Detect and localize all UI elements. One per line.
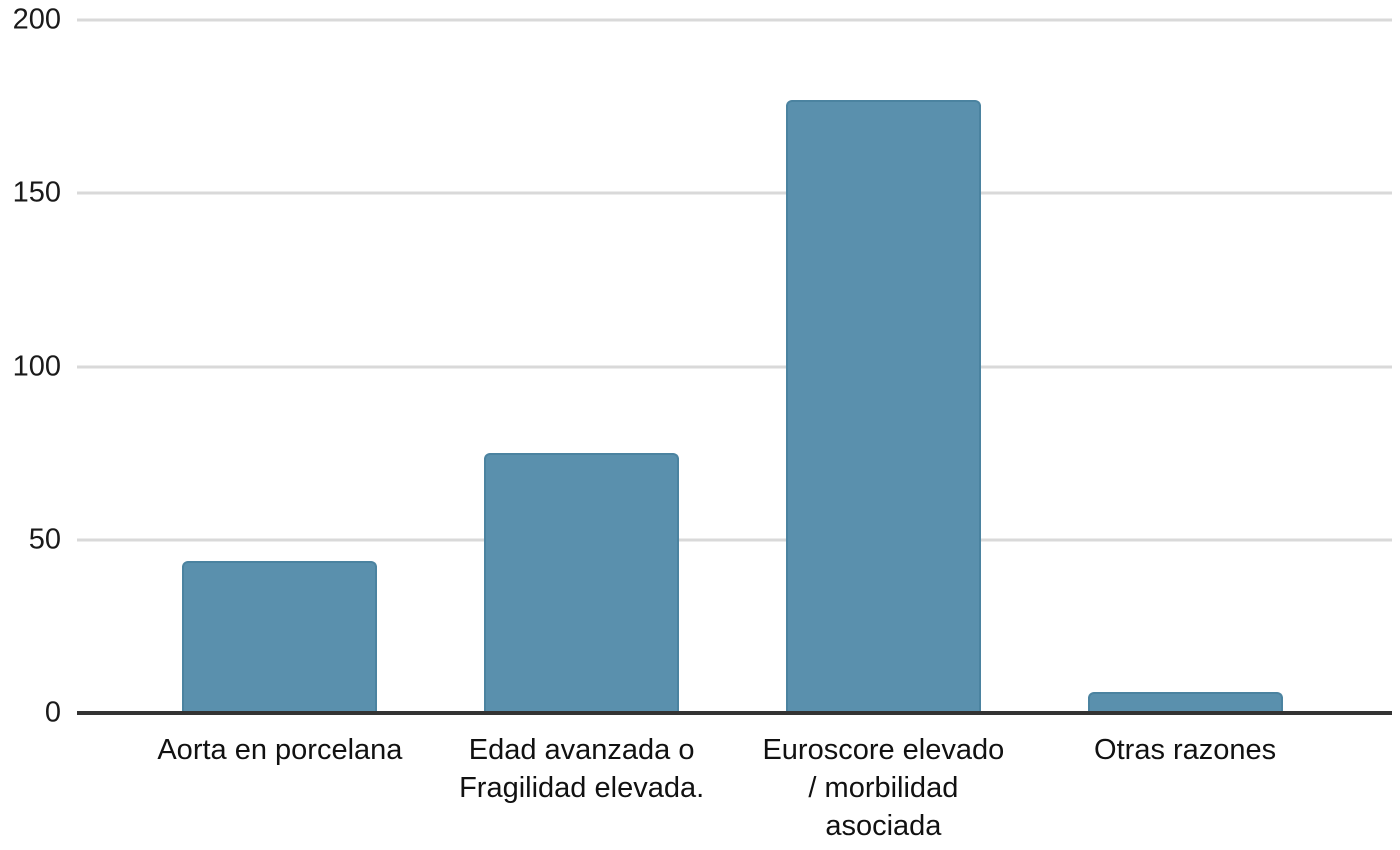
y-tick-label: 200: [12, 3, 61, 36]
x-axis-baseline: [77, 711, 1392, 715]
bar: [182, 560, 378, 713]
x-category-label: Aorta en porcelana: [157, 734, 403, 766]
bar: [1087, 692, 1283, 713]
x-category-label: Otras razones: [1094, 734, 1277, 766]
y-tick-label: 100: [12, 350, 61, 382]
y-tick-label: 150: [12, 176, 61, 209]
bar: [785, 99, 981, 713]
gridline: [77, 18, 1392, 22]
y-tick-label: 50: [28, 523, 61, 556]
y-tick-label: 0: [44, 696, 61, 729]
gridline: [77, 191, 1392, 195]
bar: [484, 453, 680, 713]
gridline: [77, 538, 1392, 542]
gridline: [77, 365, 1392, 368]
x-category-label: Euroscore elevado / morbilidad asociada: [762, 734, 1005, 842]
x-category-label: Edad avanzada o Fragilidad elevada.: [459, 734, 705, 804]
